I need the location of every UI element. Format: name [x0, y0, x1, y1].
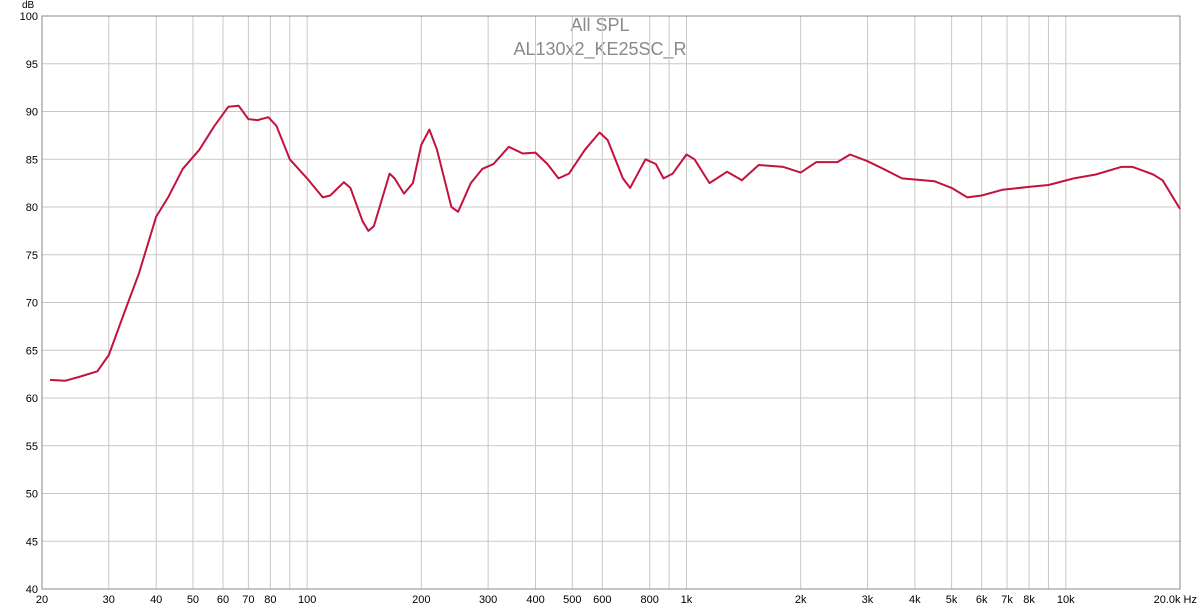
x-tick-label: 10k	[1057, 594, 1075, 606]
x-tick-label: 500	[563, 594, 581, 606]
x-tick-label: 400	[526, 594, 544, 606]
chart-title: All SPL	[570, 15, 629, 35]
x-tick-label: 4k	[909, 594, 921, 606]
y-tick-label: 75	[26, 250, 38, 262]
x-tick-label: 7k	[1001, 594, 1013, 606]
y-tick-label: 70	[26, 298, 38, 310]
x-tick-label: 3k	[862, 594, 874, 606]
y-tick-label: 100	[20, 11, 38, 23]
x-tick-label: 8k	[1023, 594, 1035, 606]
y-tick-label: 80	[26, 202, 38, 214]
y-tick-label: 95	[26, 59, 38, 71]
y-tick-label: 55	[26, 441, 38, 453]
y-axis-label: dB	[22, 0, 35, 11]
y-tick-label: 65	[26, 345, 38, 357]
x-tick-label: 20	[36, 594, 48, 606]
x-tick-label: 1k	[681, 594, 693, 606]
x-tick-label: 60	[217, 594, 229, 606]
x-tick-label: 40	[150, 594, 162, 606]
y-tick-label: 90	[26, 107, 38, 119]
y-tick-label: 85	[26, 154, 38, 166]
x-tick-label: 2k	[795, 594, 807, 606]
y-tick-label: 45	[26, 536, 38, 548]
x-tick-label: 30	[103, 594, 115, 606]
plot-border	[41, 15, 1181, 590]
x-tick-label: 80	[264, 594, 276, 606]
x-tick-label: 800	[641, 594, 659, 606]
x-tick-label: 5k	[946, 594, 958, 606]
x-tick-label: 100	[298, 594, 316, 606]
x-tick-label: 600	[593, 594, 611, 606]
x-tick-label: 300	[479, 594, 497, 606]
y-tick-label: 50	[26, 489, 38, 501]
x-tick-label: 200	[412, 594, 430, 606]
chart-subtitle: AL130x2_KE25SC_R	[513, 39, 686, 60]
x-tick-label: 20.0k Hz	[1154, 594, 1197, 606]
x-tick-label: 70	[242, 594, 254, 606]
data-line	[49, 104, 1181, 382]
y-tick-label: 40	[26, 584, 38, 596]
y-tick-label: 60	[26, 393, 38, 405]
x-tick-label: 50	[187, 594, 199, 606]
x-tick-label: 6k	[976, 594, 988, 606]
